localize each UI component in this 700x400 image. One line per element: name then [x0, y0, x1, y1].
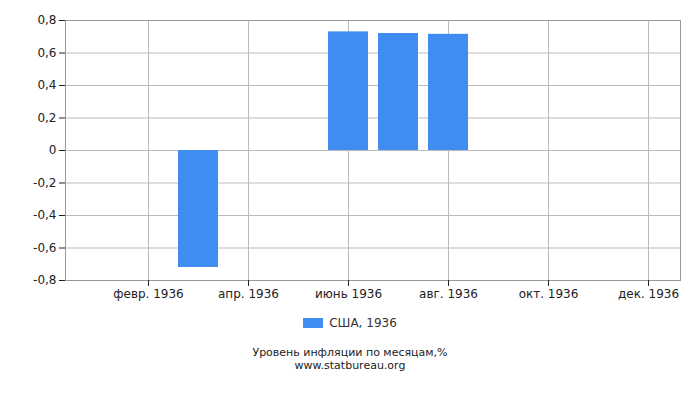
- svg-text:апр. 1936: апр. 1936: [218, 287, 279, 301]
- svg-text:-0,2: -0,2: [33, 176, 56, 190]
- svg-text:0,8: 0,8: [37, 13, 56, 27]
- svg-text:0: 0: [49, 143, 57, 157]
- svg-text:-0,4: -0,4: [33, 208, 56, 222]
- html-text:www.statbureau.org: www.statbureau.org: [294, 359, 406, 372]
- svg-text:-0,6: -0,6: [33, 241, 56, 255]
- svg-text:0,4: 0,4: [37, 78, 56, 92]
- svg-text:окт. 1936: окт. 1936: [519, 287, 579, 301]
- html-text:Уровень инфляции по месяцам,%: Уровень инфляции по месяцам,%: [252, 346, 448, 359]
- svg-text:дек. 1936: дек. 1936: [618, 287, 679, 301]
- svg-text:-0,8: -0,8: [33, 273, 56, 287]
- svg-text:0,2: 0,2: [37, 111, 56, 125]
- svg-text:июнь 1936: июнь 1936: [315, 287, 382, 301]
- svg-text:февр. 1936: февр. 1936: [113, 287, 184, 301]
- svg-text:0,6: 0,6: [37, 46, 56, 60]
- svg-text:авг. 1936: авг. 1936: [419, 287, 478, 301]
- html-text:США, 1936: США, 1936: [329, 316, 397, 330]
